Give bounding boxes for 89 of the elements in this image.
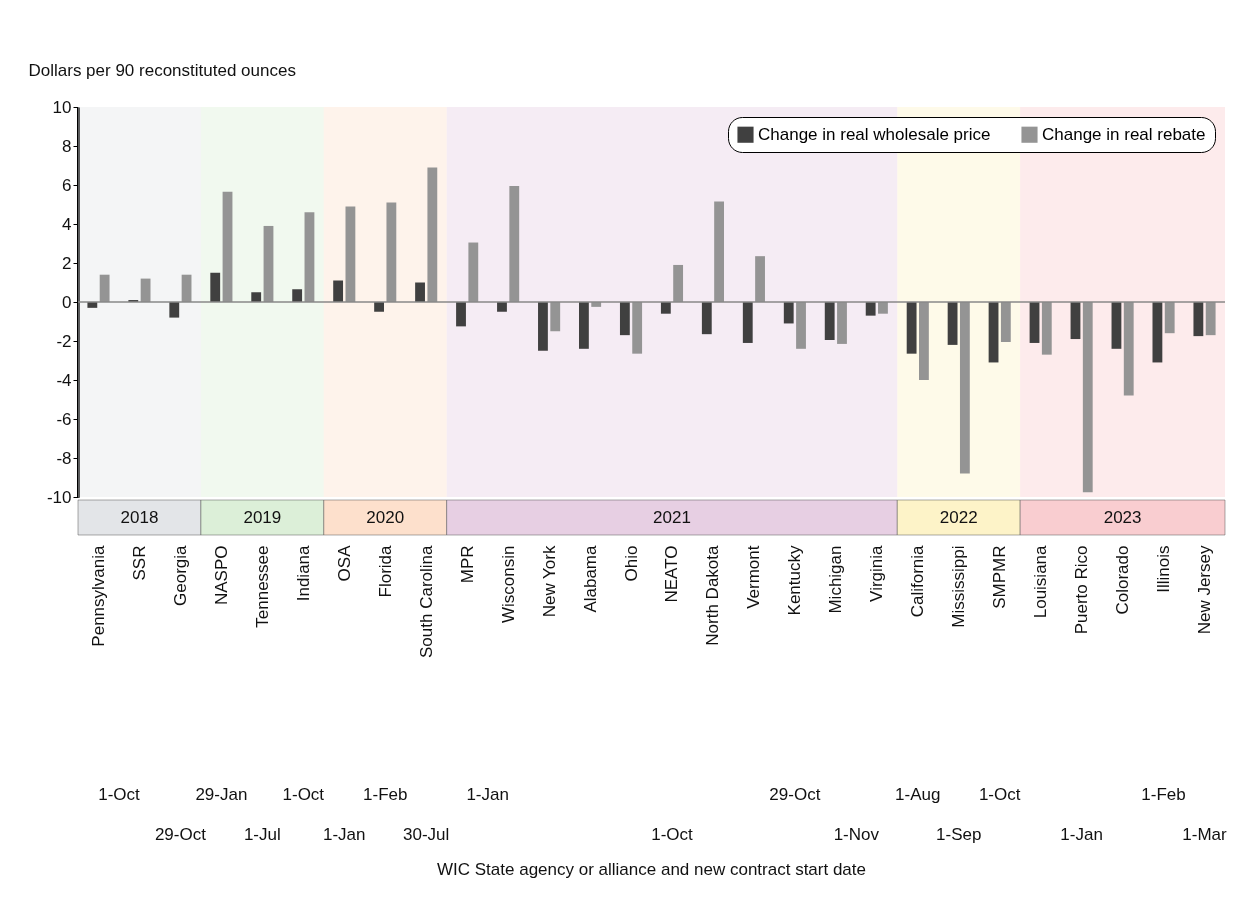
x-tick-label: Michigan — [826, 545, 846, 614]
x-tick-label: Pennsylvania — [88, 544, 108, 647]
x-tick-label: Florida — [375, 544, 395, 598]
bar — [333, 280, 344, 302]
x-tick-label: Mississippi — [949, 545, 969, 628]
band-label: 2021 — [653, 508, 691, 527]
bar — [1193, 302, 1204, 337]
bar — [865, 302, 876, 316]
text: 1-Oct — [98, 785, 141, 804]
bar — [456, 302, 466, 327]
y-tick-label: 0 — [62, 292, 72, 312]
text: 1-Jan — [323, 825, 366, 844]
text: 1-Sep — [936, 825, 982, 844]
text: 1-Nov — [833, 825, 880, 844]
bar — [742, 302, 753, 343]
text: 1-Jan — [466, 785, 509, 804]
band-label: 2019 — [243, 508, 282, 527]
text: 1-Jul — [243, 825, 281, 844]
text: 29-Oct — [769, 785, 821, 804]
bar — [210, 272, 221, 302]
text: 1-Oct — [651, 825, 694, 844]
x-tick-label: MPR — [457, 545, 477, 584]
bar — [415, 282, 425, 302]
bar — [701, 302, 712, 335]
x-tick-label: OSA — [334, 544, 354, 582]
x-tick-label: Alabama — [580, 544, 600, 613]
x-tick-label: Kentucky — [785, 545, 805, 616]
y-tick-label: -2 — [56, 331, 72, 351]
bar — [1111, 302, 1122, 349]
x-tick-label: Puerto Rico — [1072, 545, 1092, 635]
bar — [169, 302, 180, 318]
x-tick-label: NASPO — [211, 545, 231, 606]
x-tick-label: California — [908, 544, 928, 618]
y-tick-label: 6 — [62, 175, 72, 195]
y-tick-label: -8 — [56, 448, 72, 468]
bar — [578, 302, 589, 349]
bar — [660, 302, 671, 314]
text: 1-Oct — [978, 785, 1021, 804]
band-label: 2020 — [366, 508, 405, 527]
bar — [906, 302, 917, 354]
text: 30-Jul — [403, 825, 450, 844]
bar — [619, 302, 630, 336]
bar — [1152, 302, 1163, 363]
band-label: 2022 — [939, 508, 978, 527]
x-tick-label: Louisiana — [1031, 544, 1051, 619]
y-tick-label: 8 — [62, 136, 72, 156]
text: 29-Oct — [154, 825, 207, 844]
x-tick-label: NEATO — [662, 545, 682, 603]
x-tick-label: Georgia — [170, 544, 190, 606]
x-tick-label: Vermont — [744, 545, 764, 609]
x-tick-label: South Carolina — [416, 544, 436, 658]
band-label: 2023 — [1103, 508, 1142, 527]
x-tick-label: Tennessee — [252, 545, 272, 628]
y-tick-label: 10 — [52, 97, 72, 117]
x-tick-label: Colorado — [1113, 545, 1133, 615]
band-label: 2018 — [120, 508, 159, 527]
bar — [824, 302, 835, 341]
y-tick-label: 4 — [62, 214, 72, 234]
text: 1-Feb — [1141, 785, 1186, 804]
legend-label: Change in real rebate — [1042, 124, 1206, 144]
x-tick-label: Wisconsin — [498, 545, 518, 623]
x-tick-label: Indiana — [293, 544, 313, 602]
x-tick-label: North Dakota — [703, 544, 723, 646]
text: 29-Jan — [195, 785, 248, 804]
text: WIC State agency or alliance and new contract start date — [436, 860, 867, 879]
text: 1-Oct — [282, 785, 325, 804]
text: 1-Jan — [1060, 825, 1103, 844]
text: 1-Mar — [1182, 825, 1228, 844]
x-tick-label: Virginia — [867, 544, 887, 602]
x-tick-label: Illinois — [1154, 545, 1174, 593]
x-tick-label: Ohio — [621, 545, 641, 582]
x-tick-label: New Jersey — [1195, 545, 1215, 635]
y-tick-label: -4 — [56, 370, 72, 390]
bar — [374, 302, 384, 312]
text: 1-Aug — [895, 785, 941, 804]
y-axis-title: Dollars per 90 reconstituted ounces — [28, 60, 296, 80]
y-tick-label: 2 — [62, 253, 72, 273]
x-tick-label: SSR — [129, 545, 149, 581]
y-tick-label: -6 — [56, 409, 72, 429]
bar — [251, 292, 262, 302]
bar — [947, 302, 958, 345]
x-tick-label: SMPMR — [990, 545, 1010, 609]
bar — [292, 289, 303, 302]
bar — [783, 302, 794, 324]
text: 1-Feb — [363, 785, 408, 804]
bar — [538, 302, 548, 351]
legend-label: Change in real wholesale price — [758, 124, 991, 144]
y-tick-label: -10 — [46, 487, 72, 507]
x-tick-label: New York — [539, 545, 559, 618]
